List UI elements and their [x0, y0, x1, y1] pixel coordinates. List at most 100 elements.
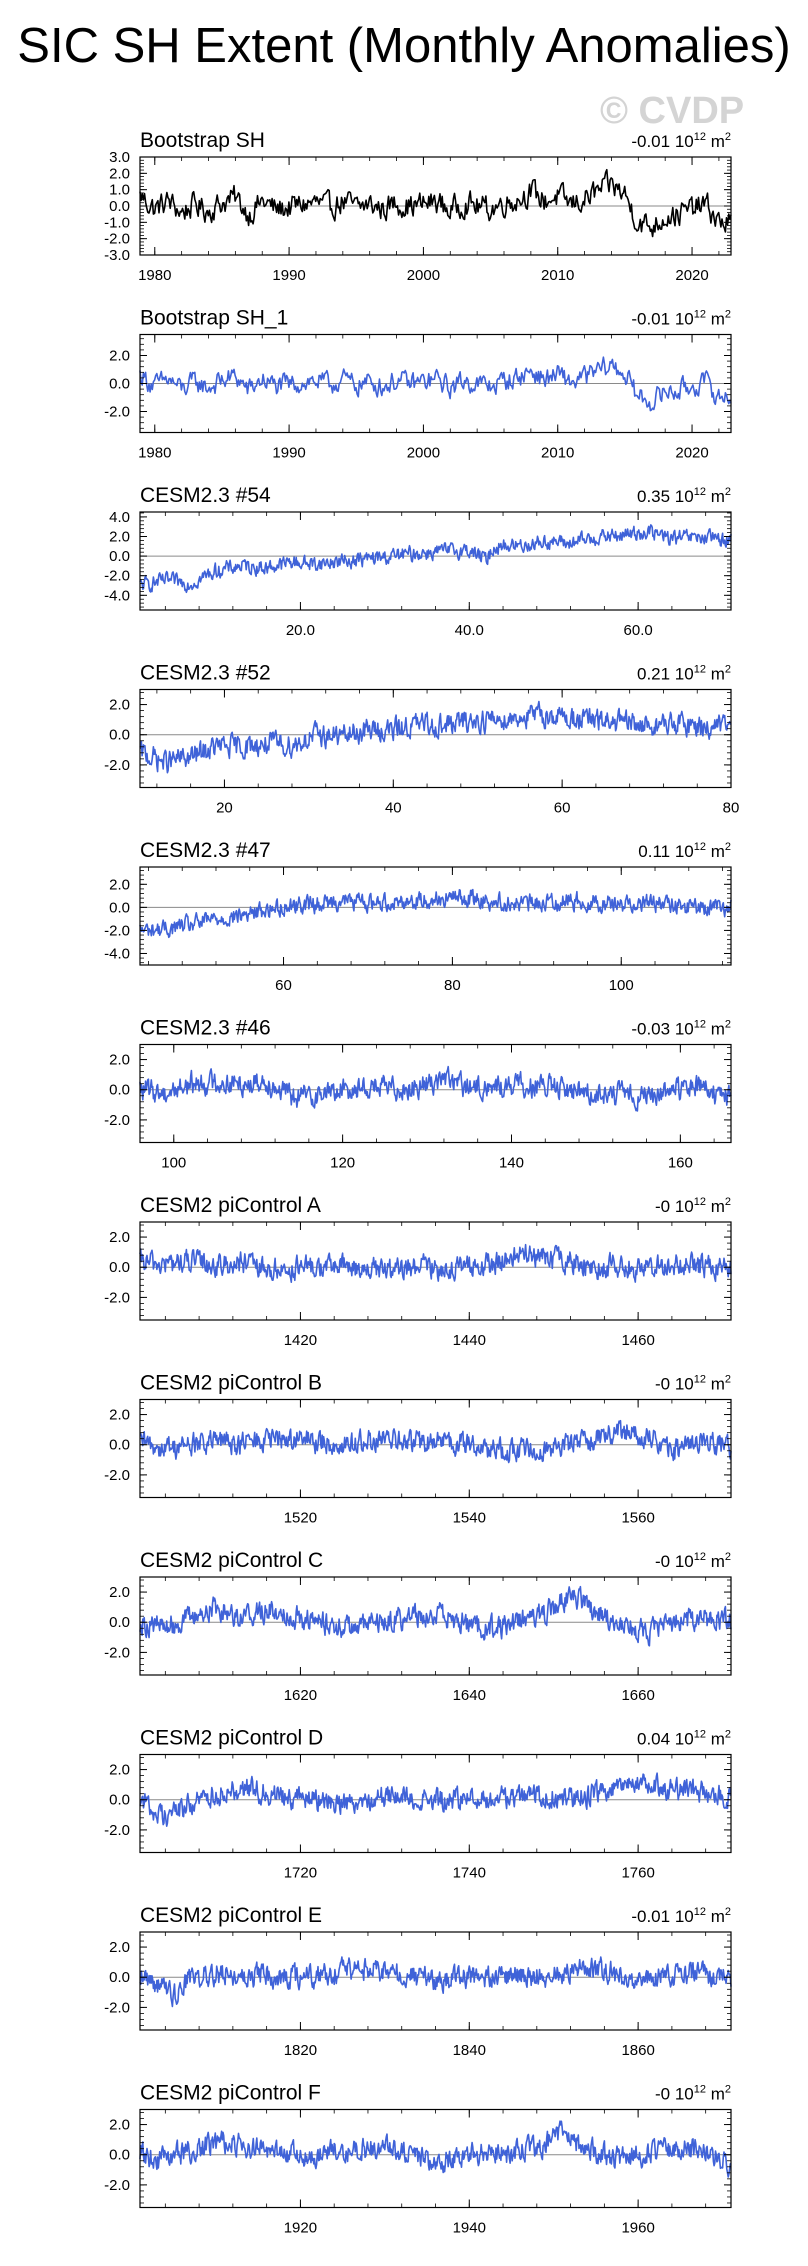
y-tick-label: 0.0	[109, 198, 130, 215]
y-tick-label: 2.0	[109, 1939, 130, 1956]
plot-frame	[139, 866, 732, 966]
panel-value: -0.01 1012 m2	[631, 1906, 731, 1926]
x-tick-label: 2020	[675, 445, 708, 462]
y-tick-label: 3.0	[109, 149, 130, 166]
y-tick-label: 0.0	[109, 1792, 130, 1809]
panel-value: -0.03 1012 m2	[631, 1019, 731, 1039]
panel-title: CESM2 piControl D	[140, 1727, 323, 1750]
chart-panel: CESM2 piControl B -0 1012 m2 2.0 0.0 -2.0 152…	[104, 1372, 732, 1527]
x-tick-label: 40.0	[455, 622, 484, 639]
x-tick-label: 2000	[407, 267, 440, 284]
y-tick-label: -2.0	[104, 1644, 130, 1661]
x-tick-label: 1990	[272, 445, 305, 462]
y-tick-label: 0.0	[109, 1969, 130, 1986]
plot-frame	[139, 1753, 732, 1854]
y-tick-label: -2.0	[104, 922, 130, 939]
x-tick-label: 160	[668, 1155, 693, 1172]
x-tick-label: 1820	[284, 2042, 317, 2059]
series-line	[139, 1419, 732, 1464]
plot-frame	[139, 2108, 732, 2209]
chart-panel: CESM2.3 #52 0.21 1012 m2 2.0 0.0 -2.0 20 40 60 8…	[104, 662, 739, 817]
chart-panel: CESM2.3 #46 -0.03 1012 m2 2.0 0.0 -2.0 100 120…	[104, 1017, 732, 1172]
plot-frame	[139, 511, 732, 611]
x-tick-label: 20	[216, 800, 233, 817]
x-tick-label: 60	[275, 977, 292, 994]
panel-value: -0.01 1012 m2	[631, 131, 731, 151]
x-tick-label: 1860	[621, 2042, 654, 2059]
chart-panel: CESM2 piControl D 0.04 1012 m2 2.0 0.0 -2.0 1…	[104, 1727, 732, 1882]
y-tick-label: -3.0	[104, 247, 130, 264]
panel-title: Bootstrap SH	[140, 129, 265, 152]
panel-value: 0.35 1012 m2	[637, 486, 731, 506]
x-tick-label: 1620	[284, 1687, 317, 1704]
x-tick-label: 1990	[272, 267, 305, 284]
y-tick-label: 0.0	[109, 376, 130, 393]
plot-frame	[139, 1043, 732, 1144]
y-tick-label: 2.0	[109, 165, 130, 182]
y-tick-label: 0.0	[109, 1614, 130, 1631]
series-line	[139, 1772, 732, 1827]
x-tick-label: 1560	[621, 1510, 654, 1527]
y-tick-label: -2.0	[104, 1467, 130, 1484]
plot-frame	[139, 1398, 732, 1499]
x-tick-label: 2000	[407, 445, 440, 462]
x-tick-label: 1520	[284, 1510, 317, 1527]
series-line	[139, 1243, 732, 1283]
panel-value: 0.21 1012 m2	[637, 664, 731, 684]
chart-panel: CESM2 piControl A -0 1012 m2 2.0 0.0 -2.0 142…	[104, 1194, 732, 1349]
y-tick-label: 2.0	[109, 1052, 130, 1069]
series-line	[139, 1065, 732, 1112]
y-tick-label: 0.0	[109, 1082, 130, 1099]
y-tick-label: 2.0	[109, 1762, 130, 1779]
y-tick-label: -2.0	[104, 757, 130, 774]
x-tick-label: 140	[499, 1155, 524, 1172]
x-tick-label: 2010	[541, 267, 574, 284]
panel-value: -0 1012 m2	[655, 1374, 731, 1394]
y-tick-label: -4.0	[104, 587, 130, 604]
x-tick-label: 100	[609, 977, 634, 994]
y-tick-label: 2.0	[109, 348, 130, 365]
x-tick-label: 100	[161, 1155, 186, 1172]
chart-panel: Bootstrap SH -0.01 1012 m2 3.02.01.00.0-1.…	[104, 129, 732, 284]
panel-title: CESM2.3 #54	[140, 484, 271, 507]
x-tick-label: 1420	[284, 1332, 317, 1349]
y-tick-label: -2.0	[104, 231, 130, 248]
chart-panel: CESM2 piControl F -0 1012 m2 2.0 0.0 -2.0 192…	[104, 2082, 732, 2237]
y-tick-label: 0.0	[109, 1437, 130, 1454]
x-tick-label: 1720	[284, 1865, 317, 1882]
y-tick-label: 1.0	[109, 182, 130, 199]
panel-title: CESM2 piControl F	[140, 2082, 321, 2105]
panel-value: 0.11 1012 m2	[638, 841, 731, 861]
chart-panel: Bootstrap SH_1 -0.01 1012 m2 2.0 0.0 -2.0 198…	[104, 307, 732, 462]
y-tick-label: -2.0	[104, 1112, 130, 1129]
panel-title: Bootstrap SH_1	[140, 307, 288, 330]
y-tick-label: 0.0	[109, 1259, 130, 1276]
x-tick-label: 1760	[621, 1865, 654, 1882]
x-tick-label: 1740	[453, 1865, 486, 1882]
y-tick-label: 2.0	[109, 1584, 130, 1601]
x-tick-label: 1980	[138, 267, 171, 284]
series-line	[139, 1585, 732, 1647]
series-line	[139, 2120, 732, 2178]
panel-value: -0 1012 m2	[655, 2084, 731, 2104]
x-tick-label: 80	[723, 800, 740, 817]
y-tick-label: 2.0	[109, 529, 130, 546]
x-tick-label: 1980	[138, 445, 171, 462]
x-tick-label: 1920	[284, 2220, 317, 2237]
series-line	[139, 1956, 732, 2008]
panel-title: CESM2 piControl E	[140, 1904, 322, 1927]
y-tick-label: 2.0	[109, 1229, 130, 1246]
x-tick-label: 1660	[621, 1687, 654, 1704]
x-tick-label: 20.0	[286, 622, 315, 639]
panel-value: 0.04 1012 m2	[637, 1729, 731, 1749]
x-tick-label: 2020	[675, 267, 708, 284]
x-tick-label: 1540	[453, 1510, 486, 1527]
panel-title: CESM2 piControl C	[140, 1549, 323, 1572]
x-tick-label: 120	[330, 1155, 355, 1172]
y-tick-label: 2.0	[109, 1407, 130, 1424]
series-line	[139, 524, 732, 594]
chart-panel: CESM2 piControl E -0.01 1012 m2 2.0 0.0 -2.0…	[104, 1904, 732, 2059]
chart-panel: CESM2.3 #47 0.11 1012 m2 2.0 0.0 -2.0 -4.0 60 8…	[104, 839, 732, 994]
x-tick-label: 2010	[541, 445, 574, 462]
